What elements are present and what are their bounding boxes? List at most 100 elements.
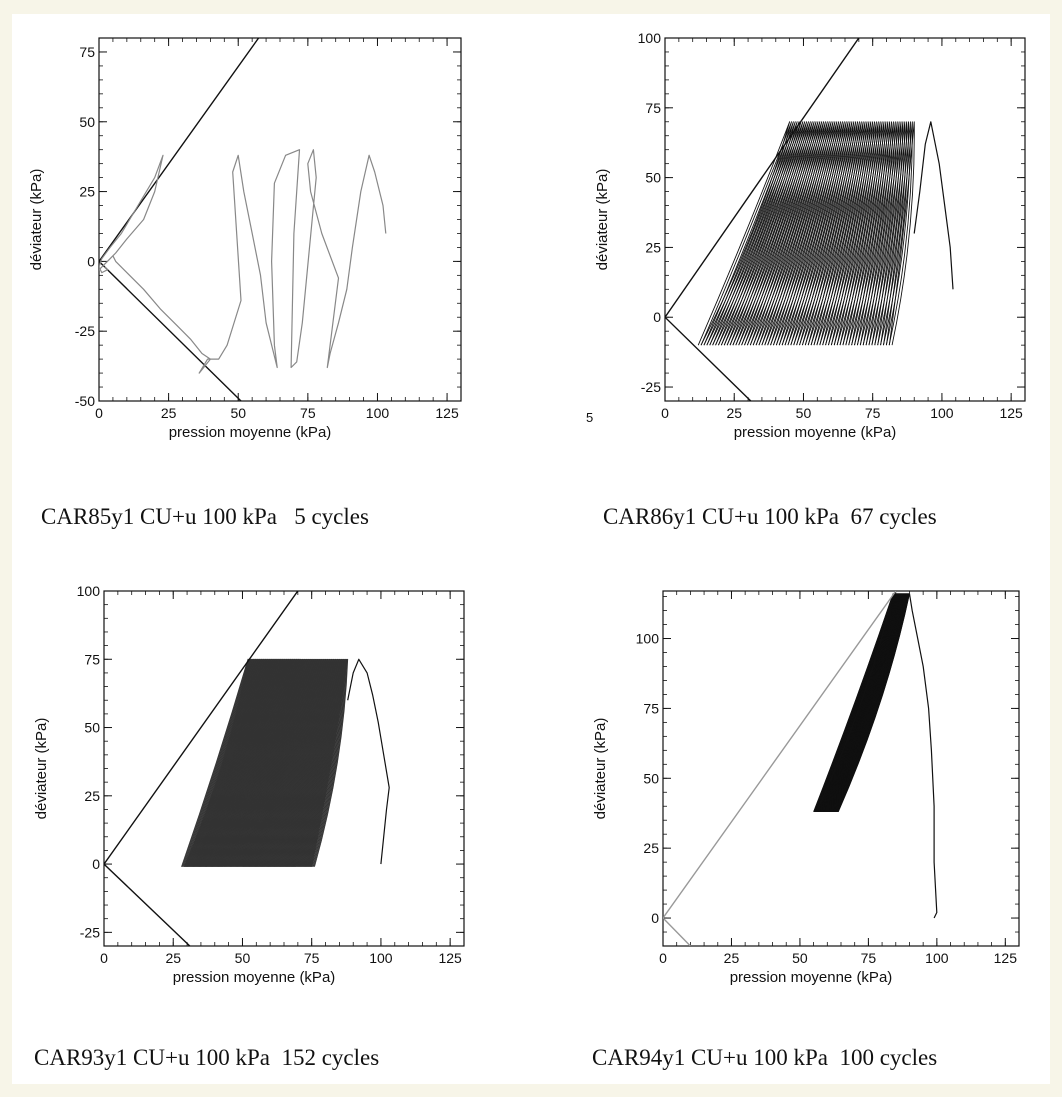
x-tick-label: 125 [438,950,462,966]
y-tick-label: 100 [636,631,660,647]
y-tick-label: 50 [645,170,661,186]
caption-c: CAR93y1 CU+u 100 kPa 152 cycles [34,1045,380,1070]
x-tick-label: 25 [724,950,740,966]
cycle-loop [857,121,894,346]
first-loading [913,121,954,290]
y-tick-label: 50 [79,114,95,130]
y-tick-label: 25 [645,239,661,255]
failure-line [104,591,299,865]
x-axis-title: pression moyenne (kPa) [173,969,336,986]
failure-line [663,591,897,919]
failure-line [99,260,242,401]
cycle-loop [842,121,885,346]
y-tick-label: -25 [75,323,95,339]
x-tick-label: 75 [865,405,881,421]
cycle-loop [735,121,815,346]
cycle-loop [712,121,800,346]
cycle-loop [885,121,913,346]
cycle-loop [845,121,887,346]
cycle-loop [752,121,826,346]
x-tick-label: 100 [369,950,393,966]
stray-mark: 5 [586,410,594,425]
cycle-loop [723,121,808,346]
cycle-loop [784,121,847,346]
cycle-loop [828,121,876,346]
y-tick-label: 100 [77,583,101,599]
cycle-loop [706,121,796,346]
cycle-loop [796,121,855,346]
cycle-loop [813,593,894,813]
cycle-loop [836,121,881,346]
cycle-loop [781,121,845,346]
x-tick-label: 125 [435,405,459,421]
y-axis-title: déviateur (kPa) [594,169,611,271]
cycle-loop [868,121,902,346]
cycle-loop [700,121,792,346]
x-tick-label: 50 [796,405,812,421]
y-tick-label: 75 [79,44,95,60]
cycle-loop [186,658,253,867]
cycle-loop [877,121,908,346]
y-tick-label: 0 [92,856,100,872]
plot-area [104,591,390,946]
x-tick-label: 50 [235,950,251,966]
cycle-loop [703,121,794,346]
caption-d: CAR94y1 CU+u 100 kPa 100 cycles [592,1045,938,1070]
cycle-loop [697,121,791,346]
cycle-loop [726,121,809,346]
cycle-loop [874,121,906,346]
cycle-loop [767,121,836,346]
cycle-loop [830,121,877,346]
x-tick-label: 100 [925,950,949,966]
cycle-loop [181,658,249,867]
y-axis-title: déviateur (kPa) [28,169,45,271]
cycle-loop [185,658,252,867]
x-tick-label: 50 [792,950,808,966]
x-tick-label: 100 [930,405,954,421]
cycle-loop [819,121,870,346]
y-axis-title: déviateur (kPa) [592,718,609,820]
x-tick-label: 100 [366,405,390,421]
cycle-loop [825,121,874,346]
cycle-loop [807,121,862,346]
y-tick-label: 25 [79,184,95,200]
cycle-loop [871,121,904,346]
cycle-loop [848,121,889,346]
cycle-loop [764,121,834,346]
y-tick-label: 75 [84,651,100,667]
y-tick-label: 0 [651,910,659,926]
cycle-loop [880,121,910,346]
plot-area [663,591,938,946]
loop-group [697,121,915,346]
cycle-loop [761,121,832,346]
cycle-loop [859,121,896,346]
y-tick-label: 50 [643,770,659,786]
cycle-loop [813,121,866,346]
cycle-loop [822,121,872,346]
cycle-loop [729,121,811,346]
cycle-loop [787,121,849,346]
x-tick-label: 0 [659,950,667,966]
cycle-loop [816,121,868,346]
cycle-loop [810,121,864,346]
x-axis-title: pression moyenne (kPa) [169,424,332,441]
cycle-loop [720,121,806,346]
cycle-loop [854,121,893,346]
y-tick-label: 50 [84,720,100,736]
caption-a: CAR85y1 CU+u 100 kPa 5 cycles [41,504,369,529]
cycle-loop [790,121,851,346]
caption-b: CAR86y1 CU+u 100 kPa 67 cycles [603,504,937,529]
cycle-loop [744,121,821,346]
plot-area [665,38,954,401]
y-tick-label: 0 [87,253,95,269]
x-tick-label: 0 [100,950,108,966]
cycle-loop [770,121,838,346]
cycle-loop [851,121,891,346]
cycle-loop [862,121,898,346]
x-tick-label: 125 [994,950,1018,966]
cycle-loop [804,121,860,346]
y-tick-label: -50 [75,393,95,409]
cycle-loop [778,121,843,346]
first-loading [347,658,390,865]
